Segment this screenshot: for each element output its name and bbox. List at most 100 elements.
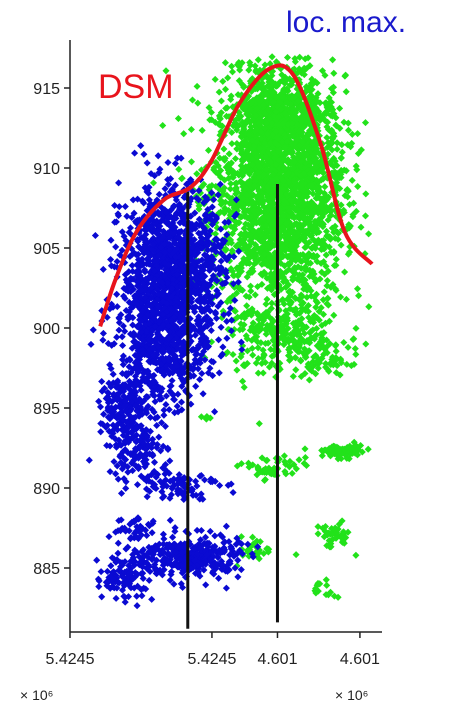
data-point	[362, 212, 369, 219]
data-point	[323, 582, 330, 589]
data-point	[92, 232, 99, 239]
data-point	[175, 166, 182, 173]
data-point	[122, 203, 129, 210]
data-point	[338, 242, 345, 249]
data-point	[333, 256, 340, 263]
data-point	[188, 126, 195, 133]
data-point	[150, 179, 157, 186]
data-point	[329, 56, 336, 63]
data-point	[340, 339, 347, 346]
data-point	[130, 196, 137, 203]
data-point	[194, 83, 201, 90]
data-point	[349, 177, 356, 184]
data-point	[350, 335, 357, 342]
data-point	[116, 203, 123, 210]
data-point	[355, 292, 362, 299]
data-point	[332, 341, 339, 348]
data-point	[241, 384, 248, 391]
data-point	[164, 159, 171, 166]
data-point	[365, 303, 372, 310]
data-point	[99, 337, 106, 344]
data-point	[100, 330, 107, 337]
data-point	[330, 312, 337, 319]
data-point	[200, 390, 207, 397]
data-point	[112, 243, 119, 250]
data-point	[290, 373, 297, 380]
data-point	[205, 147, 212, 154]
data-point	[178, 175, 185, 182]
data-point	[222, 59, 229, 66]
data-point	[113, 291, 120, 298]
data-point	[199, 127, 206, 134]
data-point	[289, 470, 296, 477]
data-point	[321, 183, 328, 190]
data-point	[243, 302, 250, 309]
data-point	[338, 155, 345, 162]
data-point	[90, 326, 97, 333]
data-point	[222, 86, 229, 93]
data-point	[233, 367, 240, 374]
data-point	[100, 266, 107, 273]
data-point	[107, 237, 114, 244]
data-point	[144, 159, 151, 166]
data-point	[301, 445, 308, 452]
data-point	[213, 315, 220, 322]
point-clouds	[86, 53, 373, 609]
data-point	[354, 130, 361, 137]
data-point	[365, 446, 372, 453]
data-point	[212, 76, 219, 83]
data-point	[269, 53, 276, 60]
data-point	[341, 268, 348, 275]
data-point	[129, 262, 136, 269]
data-point	[333, 348, 340, 355]
data-point	[233, 357, 240, 364]
data-point	[216, 369, 223, 376]
data-point	[255, 370, 262, 377]
data-point	[218, 97, 225, 104]
data-point	[229, 68, 236, 75]
data-point	[256, 420, 263, 427]
data-point	[178, 155, 185, 162]
data-point	[249, 352, 256, 359]
data-point	[262, 301, 269, 308]
data-point	[137, 142, 144, 149]
data-point	[354, 285, 361, 292]
data-point	[284, 54, 291, 61]
data-point	[255, 56, 262, 63]
data-point	[180, 130, 187, 137]
data-point	[216, 89, 223, 96]
data-point	[211, 408, 218, 415]
data-point	[345, 344, 352, 351]
data-point	[362, 119, 369, 126]
data-point	[315, 530, 322, 537]
data-point	[343, 88, 350, 95]
data-point	[160, 412, 167, 419]
data-point	[155, 152, 162, 159]
data-point	[293, 551, 300, 558]
data-point	[119, 342, 126, 349]
data-point	[218, 324, 225, 331]
data-point	[302, 454, 309, 461]
data-point	[352, 351, 359, 358]
data-point	[330, 70, 337, 77]
data-point	[159, 122, 166, 129]
data-point	[321, 288, 328, 295]
data-point	[192, 383, 199, 390]
data-point	[115, 179, 122, 186]
data-point	[306, 376, 313, 383]
data-point	[228, 63, 235, 70]
data-point	[215, 336, 222, 343]
data-point	[107, 256, 114, 263]
data-point	[196, 376, 203, 383]
data-point	[296, 456, 303, 463]
data-point	[140, 151, 147, 158]
data-point	[188, 158, 195, 165]
data-point	[354, 183, 361, 190]
data-point	[352, 552, 359, 559]
data-point	[352, 345, 359, 352]
data-point	[115, 327, 122, 334]
data-point	[362, 190, 369, 197]
data-point	[123, 213, 130, 220]
data-point	[292, 366, 299, 373]
